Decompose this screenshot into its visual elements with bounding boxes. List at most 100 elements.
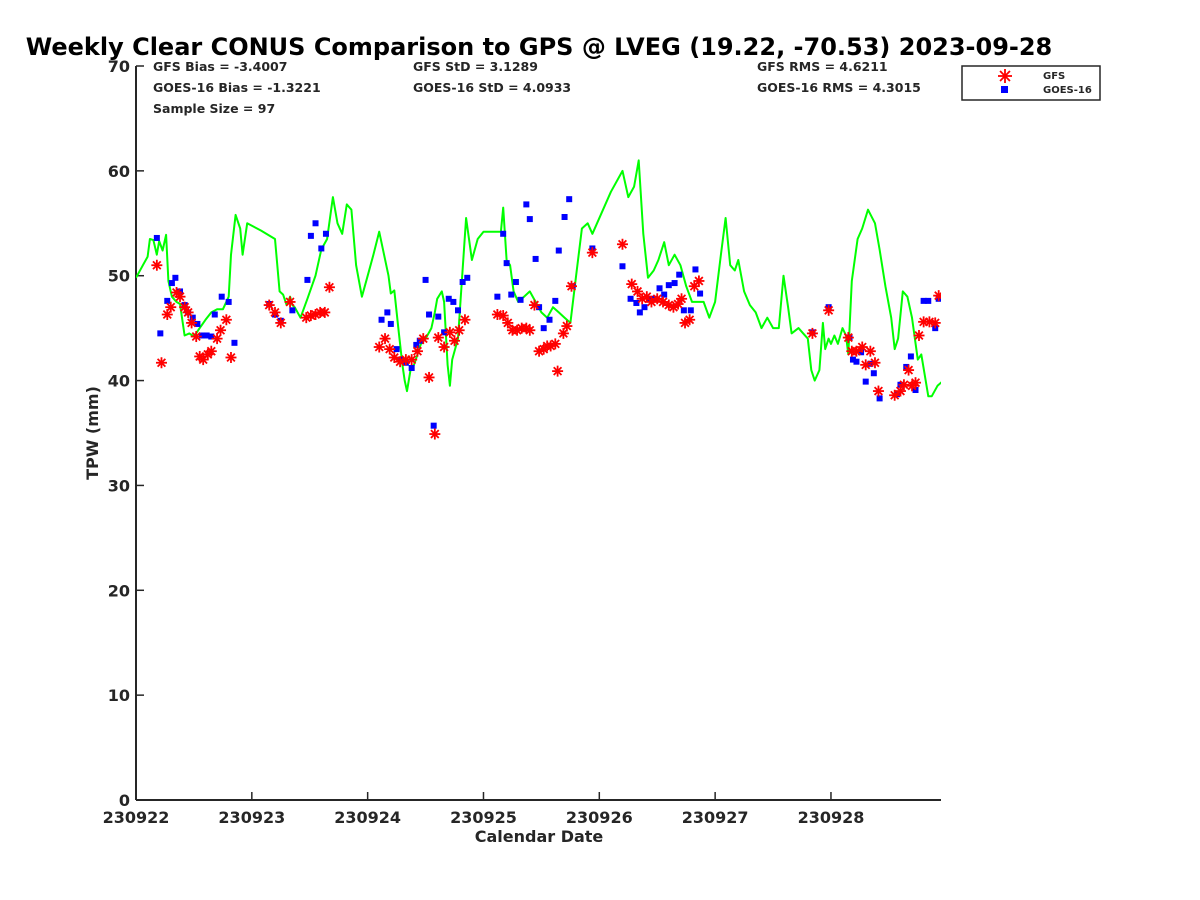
goes16-point xyxy=(671,280,678,287)
gfs-point xyxy=(869,357,881,369)
goes16-point xyxy=(661,291,668,298)
goes16-point xyxy=(225,298,232,305)
gfs-point xyxy=(165,301,177,313)
gfs-point xyxy=(860,359,872,371)
x-tick-label: 230927 xyxy=(682,808,749,827)
goes16-point xyxy=(627,295,634,302)
gfs-point xyxy=(910,377,922,389)
goes16-point xyxy=(870,370,877,377)
goes16-point xyxy=(211,311,218,318)
goes16-point xyxy=(387,320,394,327)
goes16-point xyxy=(450,298,457,305)
goes16-point xyxy=(445,295,452,302)
gfs-point xyxy=(269,306,281,318)
gfs-point xyxy=(929,317,941,329)
legend-goes-marker xyxy=(1001,86,1008,93)
y-tick-label: 70 xyxy=(108,57,130,76)
gfs-point xyxy=(842,332,854,344)
goes16-point xyxy=(523,201,530,208)
gfs-bias-text: GFS Bias = -3.4007 xyxy=(153,59,287,74)
gfs-point xyxy=(933,290,941,302)
gfs-point xyxy=(423,371,435,383)
gfs-point xyxy=(549,338,561,350)
legend-goes-label: GOES-16 xyxy=(1043,85,1092,96)
gfs-point xyxy=(205,345,217,357)
y-tick-label: 0 xyxy=(119,791,130,810)
gfs-point xyxy=(864,345,876,357)
gfs-std-text: GFS StD = 3.1289 xyxy=(413,59,538,74)
gfs-point xyxy=(373,341,385,353)
gfs-point xyxy=(444,326,456,338)
goes16-point xyxy=(322,230,329,237)
goes16-point xyxy=(455,307,461,314)
goes16-point xyxy=(907,353,914,360)
gfs-point xyxy=(850,345,862,357)
y-tick-label: 60 xyxy=(108,162,130,181)
gfs-point xyxy=(151,259,163,271)
goes16-point xyxy=(619,263,626,270)
y-tick-label: 30 xyxy=(108,476,130,495)
gfs-point xyxy=(502,317,514,329)
goes16-point xyxy=(231,339,238,346)
goes16-point xyxy=(318,245,325,252)
goes16-point xyxy=(546,316,553,323)
gfs-point xyxy=(220,314,232,326)
goes16-point xyxy=(393,346,400,353)
gfs-point xyxy=(693,275,705,287)
goes16-point xyxy=(203,332,210,339)
goes16-point xyxy=(307,232,314,239)
goes16-point xyxy=(676,271,683,278)
goes16-point xyxy=(157,330,164,337)
goes16-point xyxy=(552,297,559,304)
y-axis-label: TPW (mm) xyxy=(83,386,102,480)
gfs-point xyxy=(432,332,444,344)
x-tick-label: 230922 xyxy=(103,808,170,827)
goes16-point xyxy=(408,364,415,371)
chart-title: Weekly Clear CONUS Comparison to GPS @ L… xyxy=(26,33,1053,61)
goes16-point xyxy=(561,213,568,220)
gfs-point xyxy=(182,306,194,318)
gfs-point xyxy=(889,389,901,401)
gfs-point xyxy=(552,365,564,377)
plot-area: 0 10 20 30 40 50 60 70 230922 230923 230924 230925 2… xyxy=(103,57,941,827)
goes16-point xyxy=(384,309,391,316)
y-tick-label: 50 xyxy=(108,267,130,286)
gfs-point xyxy=(275,317,287,329)
gfs-point xyxy=(856,341,868,353)
goes16-point xyxy=(413,341,420,348)
gfs-point xyxy=(453,324,465,336)
gps-series-line xyxy=(136,159,941,398)
goes16-point xyxy=(692,266,699,273)
gfs-point xyxy=(566,280,578,292)
goes16-point xyxy=(680,307,687,314)
goes16-point xyxy=(199,332,206,339)
goes16-point xyxy=(512,279,519,286)
goes16-point xyxy=(500,230,507,237)
gfs-point xyxy=(806,327,818,339)
gfs-point xyxy=(215,324,227,336)
x-tick-label: 230924 xyxy=(334,808,401,827)
gfs-point xyxy=(449,335,461,347)
goes16-point xyxy=(697,290,704,297)
goes16-point xyxy=(464,274,471,281)
goes16-point xyxy=(218,293,225,300)
x-tick-label: 230925 xyxy=(450,808,517,827)
x-tick-label: 230928 xyxy=(798,808,865,827)
goes16-point xyxy=(164,297,171,304)
gfs-point xyxy=(524,324,536,336)
sample-size-text: Sample Size = 97 xyxy=(153,101,275,116)
gfs-point xyxy=(823,304,835,316)
gfs-point xyxy=(684,314,696,326)
goes16-point xyxy=(526,216,533,223)
goes16-point xyxy=(435,313,442,320)
gfs-series xyxy=(151,238,941,440)
goes-bias-text: GOES-16 Bias = -1.3221 xyxy=(153,80,321,95)
goes16-point xyxy=(858,349,865,356)
gfs-point xyxy=(632,285,644,297)
x-axis-label: Calendar Date xyxy=(475,827,604,846)
gfs-point xyxy=(319,306,331,318)
y-tick-label: 10 xyxy=(108,686,130,705)
goes16-point xyxy=(636,309,643,316)
